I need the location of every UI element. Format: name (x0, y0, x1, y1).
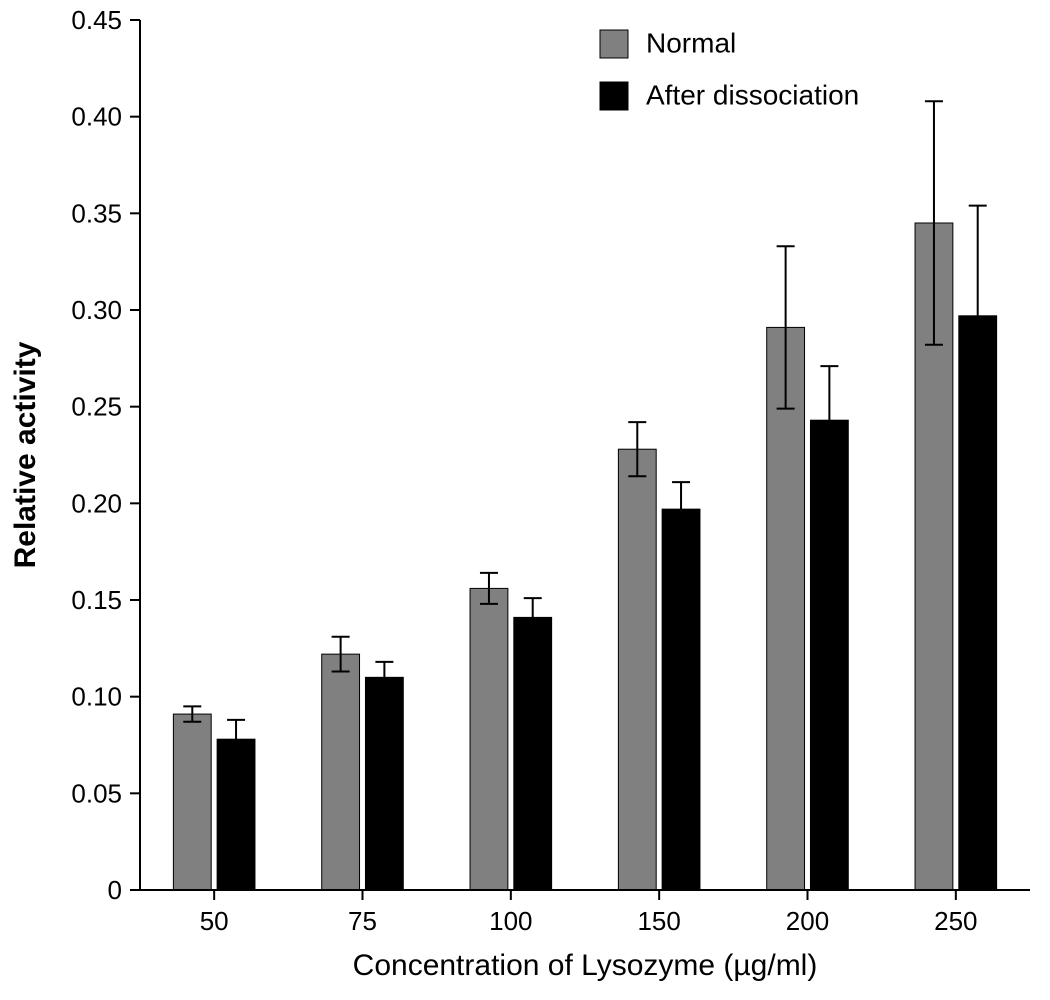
bar (173, 714, 211, 890)
y-tick-label: 0 (108, 875, 122, 905)
x-tick-label: 75 (348, 906, 377, 936)
legend-swatch (600, 30, 628, 58)
bar (767, 327, 805, 890)
legend-label: Normal (646, 27, 736, 58)
x-axis-label: Concentration of Lysozyme (µg/ml) (353, 949, 818, 982)
bar (322, 654, 360, 890)
x-tick-label: 200 (786, 906, 829, 936)
bar (470, 588, 508, 890)
y-tick-label: 0.30 (71, 295, 122, 325)
x-tick-label: 100 (489, 906, 532, 936)
bar (618, 449, 656, 890)
y-tick-label: 0.15 (71, 585, 122, 615)
y-tick-label: 0.05 (71, 778, 122, 808)
y-tick-label: 0.40 (71, 102, 122, 132)
x-tick-label: 50 (200, 906, 229, 936)
y-tick-label: 0.10 (71, 682, 122, 712)
bar (810, 420, 848, 890)
bar (662, 509, 700, 890)
y-tick-label: 0.45 (71, 5, 122, 35)
y-tick-label: 0.35 (71, 198, 122, 228)
x-tick-label: 150 (637, 906, 680, 936)
y-tick-label: 0.20 (71, 488, 122, 518)
bar-chart: 0 0.05 0.10 0.15 0.20 0.25 0.30 0.35 0.40 0.45 50 7… (0, 0, 1050, 1000)
legend-label: After dissociation (646, 79, 859, 110)
y-axis-label: Relative activity (9, 341, 42, 568)
chart-container: 0 0.05 0.10 0.15 0.20 0.25 0.30 0.35 0.40 0.45 50 7… (0, 0, 1050, 1000)
x-tick-label: 250 (934, 906, 977, 936)
bar (365, 677, 403, 890)
bar (217, 739, 255, 890)
bar (514, 617, 552, 890)
legend-swatch (600, 82, 628, 110)
y-tick-label: 0.25 (71, 392, 122, 422)
